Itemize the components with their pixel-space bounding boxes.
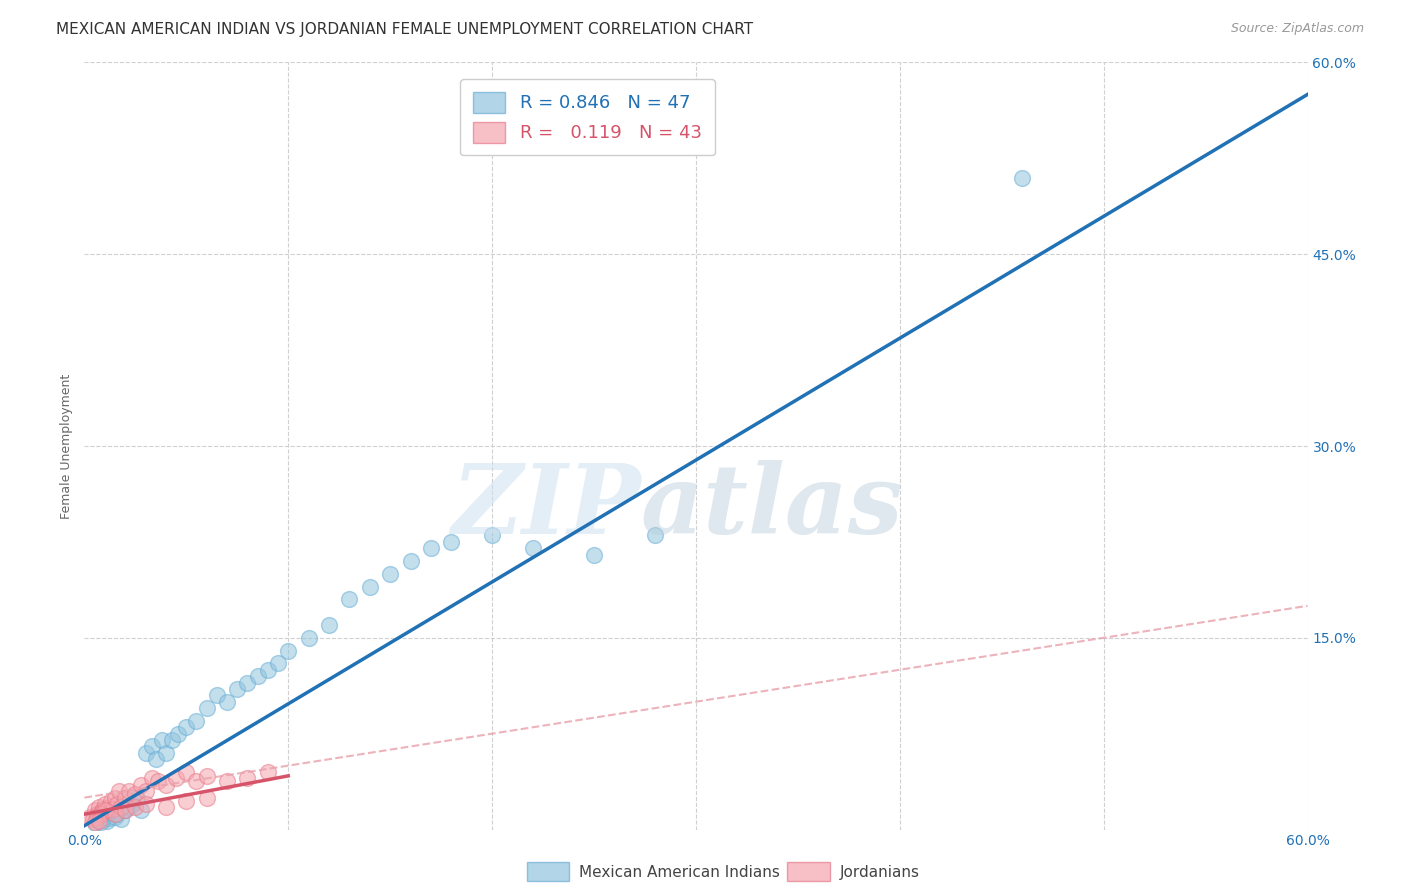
Point xyxy=(104,790,127,805)
Point xyxy=(86,810,108,824)
Point xyxy=(135,746,157,760)
Point xyxy=(82,813,104,827)
Point xyxy=(195,790,218,805)
Text: Source: ZipAtlas.com: Source: ZipAtlas.com xyxy=(1230,22,1364,36)
Point xyxy=(205,689,228,703)
Point xyxy=(96,804,118,818)
Point xyxy=(481,528,503,542)
Point xyxy=(124,799,146,814)
Point xyxy=(91,802,114,816)
Point xyxy=(522,541,544,556)
Point xyxy=(105,807,128,822)
Point xyxy=(97,811,120,825)
Point xyxy=(165,772,187,786)
Point xyxy=(90,805,112,819)
Point xyxy=(131,778,153,792)
Point xyxy=(100,804,122,818)
Point xyxy=(93,797,115,811)
Point xyxy=(420,541,443,556)
Point xyxy=(93,807,115,822)
Point xyxy=(359,580,381,594)
Point xyxy=(174,794,197,808)
Point xyxy=(83,814,105,829)
Point xyxy=(91,813,114,827)
Point xyxy=(90,807,112,822)
Y-axis label: Female Unemployment: Female Unemployment xyxy=(60,374,73,518)
Point xyxy=(110,799,132,814)
Text: atlas: atlas xyxy=(641,460,904,554)
Point xyxy=(145,752,167,766)
Point xyxy=(1011,170,1033,185)
Point xyxy=(108,784,131,798)
Point xyxy=(246,669,269,683)
Point xyxy=(127,790,149,805)
Point xyxy=(141,739,163,754)
Point xyxy=(318,618,340,632)
Point xyxy=(150,733,173,747)
Text: ZIP: ZIP xyxy=(451,460,641,554)
Point xyxy=(195,769,218,783)
Point xyxy=(399,554,422,568)
Point xyxy=(135,797,157,811)
Point xyxy=(124,787,146,801)
Point xyxy=(236,772,259,786)
Point xyxy=(160,733,183,747)
Point xyxy=(104,810,127,824)
Point xyxy=(257,765,280,780)
Point xyxy=(118,784,141,798)
Text: Mexican American Indians: Mexican American Indians xyxy=(579,865,780,880)
Point xyxy=(100,794,122,808)
Point xyxy=(167,726,190,740)
Point xyxy=(110,813,132,827)
Point xyxy=(195,701,218,715)
Point xyxy=(257,663,280,677)
Point xyxy=(135,784,157,798)
Point xyxy=(87,814,110,828)
Point xyxy=(93,804,115,818)
Point xyxy=(174,765,197,780)
Text: MEXICAN AMERICAN INDIAN VS JORDANIAN FEMALE UNEMPLOYMENT CORRELATION CHART: MEXICAN AMERICAN INDIAN VS JORDANIAN FEM… xyxy=(56,22,754,37)
Point xyxy=(101,802,124,816)
Point xyxy=(141,772,163,786)
Point xyxy=(277,643,299,657)
Point xyxy=(97,799,120,814)
Point xyxy=(298,631,321,645)
Point xyxy=(226,681,249,696)
Text: Jordanians: Jordanians xyxy=(839,865,920,880)
Point xyxy=(86,807,108,822)
Legend: R = 0.846   N = 47, R =   0.119   N = 43: R = 0.846 N = 47, R = 0.119 N = 43 xyxy=(460,79,714,155)
Point xyxy=(87,799,110,814)
Point xyxy=(131,804,153,818)
Point xyxy=(83,816,105,830)
Point xyxy=(186,774,208,789)
Point xyxy=(217,695,239,709)
Point xyxy=(583,548,606,562)
Point xyxy=(114,804,136,818)
Point xyxy=(267,657,290,671)
Point xyxy=(118,799,141,814)
Point xyxy=(380,566,402,581)
Point xyxy=(114,804,136,818)
Point xyxy=(146,774,169,789)
Point xyxy=(155,746,177,760)
Point xyxy=(105,797,128,811)
Point xyxy=(186,714,208,728)
Point xyxy=(87,810,110,824)
Point xyxy=(440,534,463,549)
Point xyxy=(114,790,136,805)
Point xyxy=(83,804,105,818)
Point xyxy=(96,814,118,828)
Point xyxy=(644,528,666,542)
Point xyxy=(174,720,197,734)
Point xyxy=(90,814,112,829)
Point xyxy=(122,797,145,811)
Point xyxy=(236,675,259,690)
Point xyxy=(79,810,101,824)
Point xyxy=(217,774,239,789)
Point xyxy=(104,807,127,822)
Point xyxy=(155,799,177,814)
Point xyxy=(339,592,361,607)
Point xyxy=(155,778,177,792)
